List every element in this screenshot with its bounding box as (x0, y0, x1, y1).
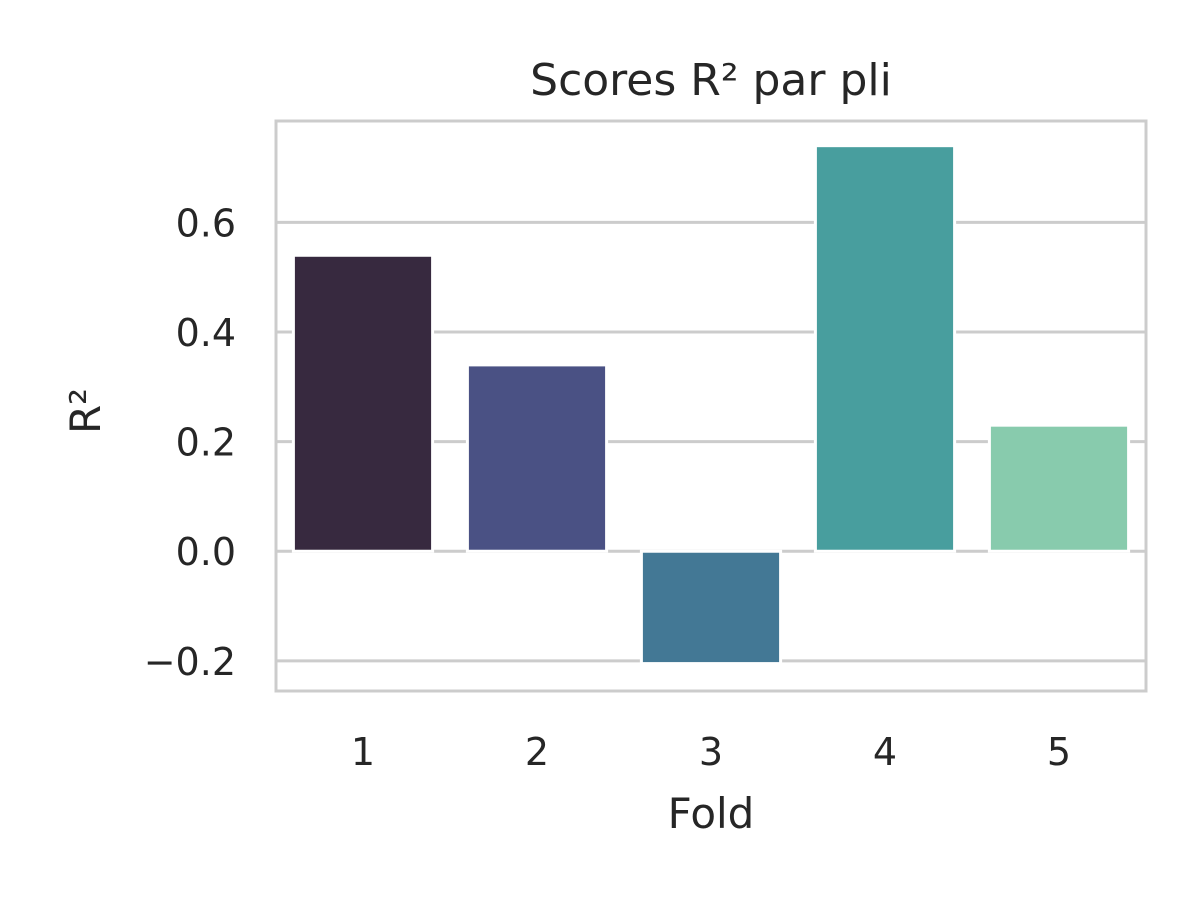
y-tick-labels: −0.2 0.0 0.2 0.4 0.6 (144, 201, 236, 683)
x-axis-title: Fold (668, 789, 755, 838)
x-tick-label: 3 (699, 730, 723, 774)
bar-fold-3 (639, 549, 783, 666)
y-axis-title: R² (61, 388, 110, 434)
chart-title: Scores R² par pli (530, 55, 892, 106)
bar-fold-5 (987, 423, 1131, 553)
y-tick-label: 0.0 (176, 530, 236, 574)
y-tick-label: −0.2 (144, 640, 236, 684)
y-tick-label: 0.4 (176, 311, 236, 355)
x-tick-label: 1 (351, 730, 375, 774)
bar-fold-4 (813, 144, 957, 553)
bar-fold-2 (465, 363, 609, 553)
bar-fold-1 (291, 253, 435, 553)
y-tick-label: 0.6 (176, 201, 236, 245)
y-tick-label: 0.2 (176, 421, 236, 465)
plot-frame (274, 119, 1148, 693)
x-tick-label: 4 (873, 730, 897, 774)
x-tick-labels: 1 2 3 4 5 (351, 730, 1071, 774)
bars (291, 144, 1131, 666)
x-tick-label: 2 (525, 730, 549, 774)
x-tick-label: 5 (1047, 730, 1071, 774)
